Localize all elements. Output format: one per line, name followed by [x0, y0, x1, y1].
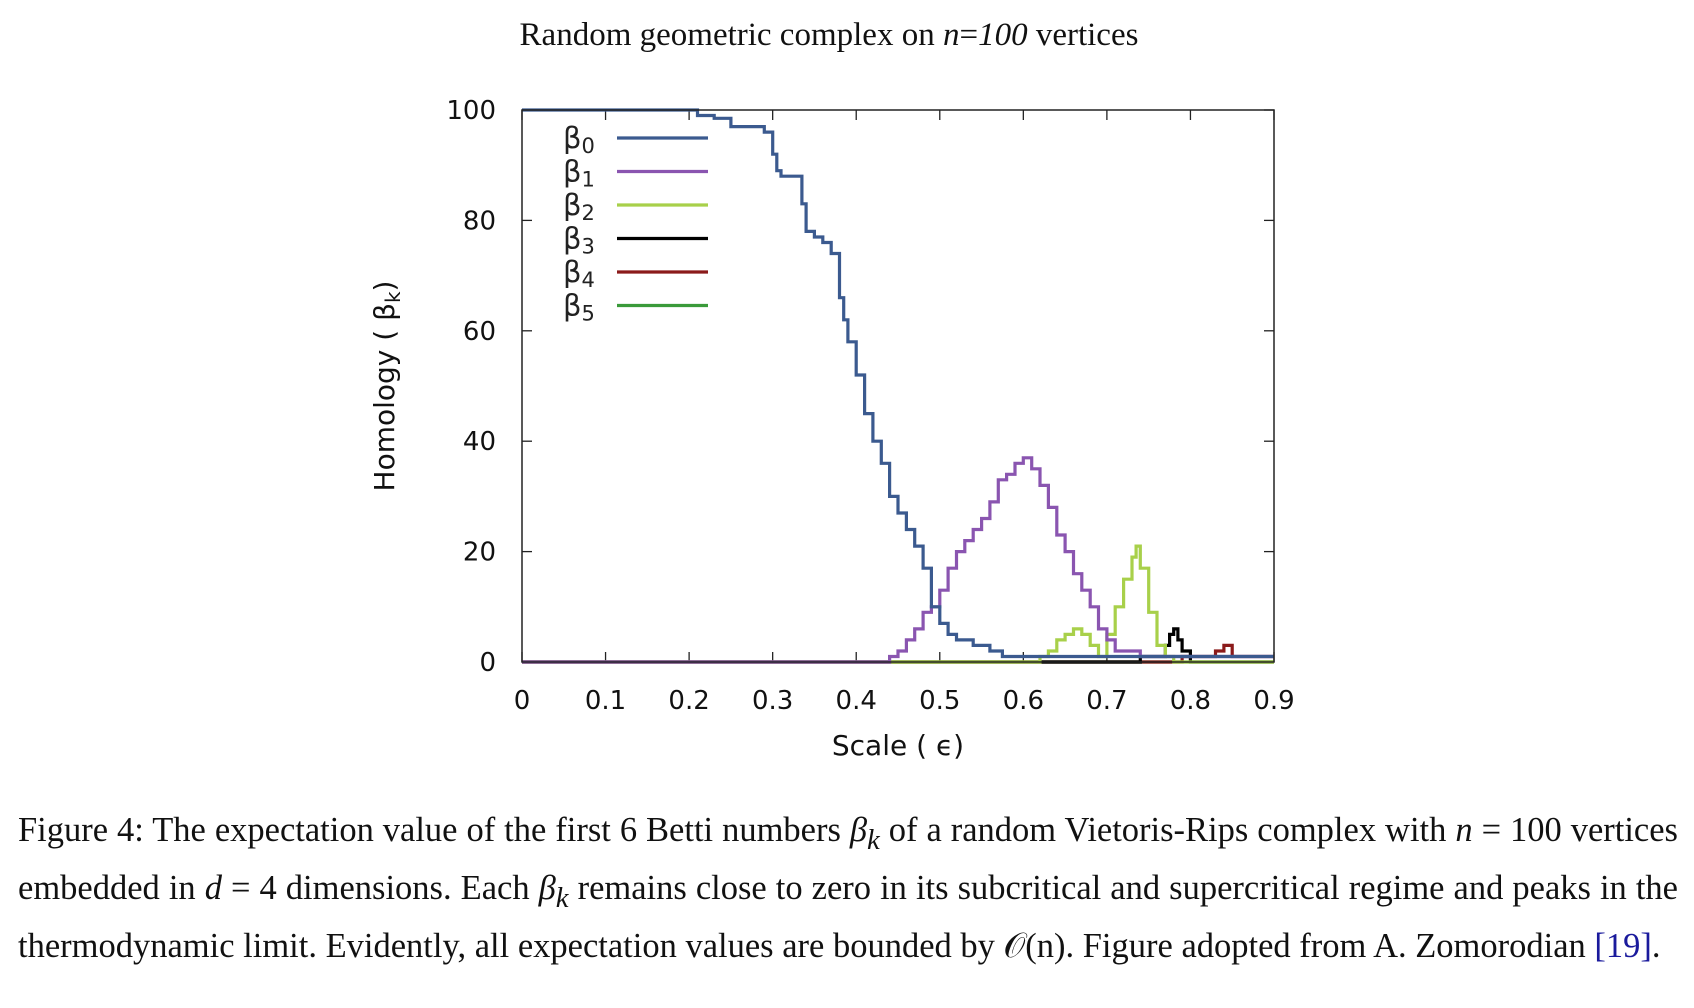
legend-item-b4: β4: [563, 255, 708, 292]
legend-label: β5: [563, 289, 595, 326]
legend-item-b2: β2: [563, 188, 708, 225]
legend-item-b1: β1: [563, 155, 708, 192]
x-tick-label: 0.2: [668, 686, 709, 716]
legend-item-b3: β3: [563, 222, 708, 259]
series-line-b0: [522, 108, 1274, 659]
y-tick-label: 40: [463, 427, 496, 457]
legend-label: β3: [563, 222, 595, 259]
y-tick-label: 60: [463, 317, 496, 347]
legend-item-b5: β5: [563, 289, 708, 326]
x-tick-label: 0.4: [836, 686, 877, 716]
x-tick-label: 0.7: [1086, 686, 1127, 716]
reference-link[interactable]: [19]: [1594, 926, 1652, 965]
figure-label: Figure 4:: [18, 811, 144, 849]
x-tick-label: 0: [514, 686, 531, 716]
x-tick-label: 0.6: [1003, 686, 1044, 716]
axis-ticks: 0 0.1 0.2 0.3 0.4 0.5 0.6 0.7 0.8 0.9 0 20 40 60 80 100: [446, 96, 1294, 716]
legend-label: β2: [563, 188, 595, 225]
x-axis-label: Scale ( ϵ): [832, 729, 964, 762]
y-tick-label: 20: [463, 538, 496, 568]
series-line-b1: [522, 456, 1274, 664]
y-tick-label: 100: [446, 96, 496, 126]
legend-label: β4: [563, 255, 595, 292]
y-tick-label: 0: [479, 648, 496, 678]
chart-title: Random geometric complex on n=100 vertic…: [520, 17, 1139, 53]
series-lines: [522, 108, 1274, 664]
legend-item-b0: β0: [563, 121, 708, 158]
x-tick-label: 0.8: [1170, 686, 1211, 716]
y-axis-label: Homology ( βk): [368, 281, 405, 492]
figure-caption: Figure 4: The expectation value of the f…: [18, 811, 1678, 965]
legend-label: β1: [563, 155, 595, 192]
legend-label: β0: [563, 121, 595, 158]
series-line-b2: [522, 544, 1274, 664]
x-tick-label: 0.1: [585, 686, 626, 716]
x-tick-label: 0.3: [752, 686, 793, 716]
plot-frame: [521, 109, 1275, 663]
x-tick-label: 0.5: [919, 686, 960, 716]
chart: Random geometric complex on n=100 vertic…: [368, 17, 1295, 762]
x-tick-label: 0.9: [1253, 686, 1294, 716]
y-tick-label: 80: [463, 206, 496, 236]
